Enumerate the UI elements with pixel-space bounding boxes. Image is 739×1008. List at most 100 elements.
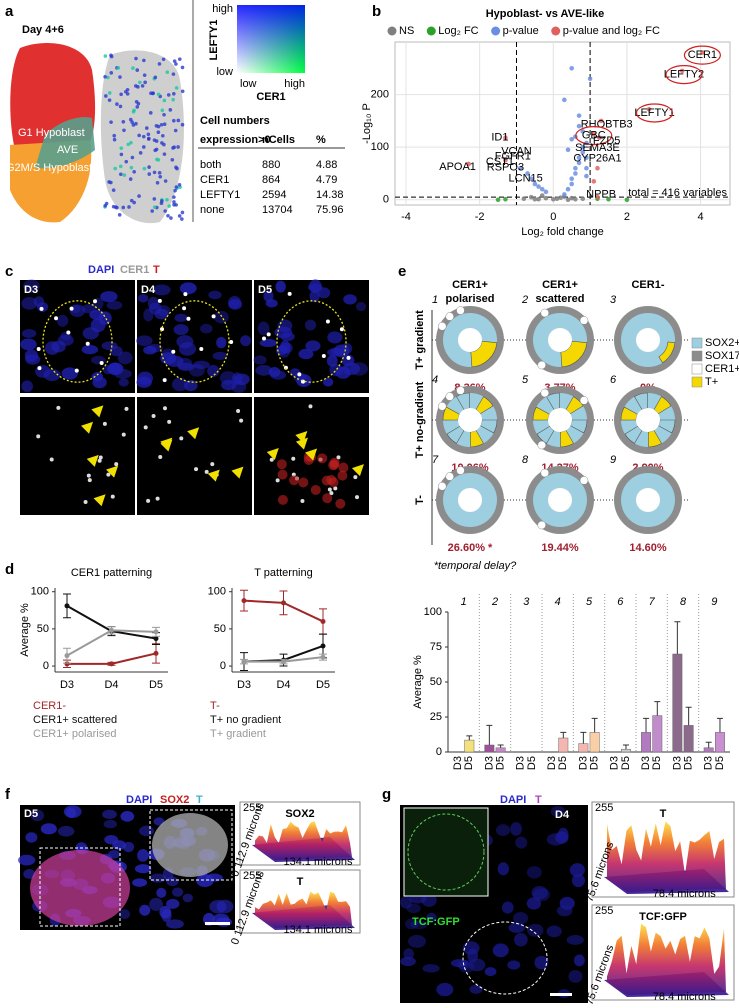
x-tick-label: D5 [149, 679, 163, 691]
y-tick-label: 0 [43, 660, 49, 672]
umap-dot [116, 66, 121, 70]
nucleus [149, 897, 163, 911]
nucleus [265, 299, 278, 308]
legend-label: CER1+ polarised [33, 728, 116, 740]
y-tick-label: 50 [37, 623, 49, 635]
umap-dot [119, 152, 124, 157]
umap-dot [155, 157, 159, 162]
gene-label: APOA1 [439, 161, 476, 173]
t-spot [335, 498, 346, 509]
umap-dot [130, 120, 134, 124]
nucleus [327, 348, 344, 357]
bar [464, 739, 475, 753]
nucleus [495, 824, 511, 837]
spot [346, 355, 351, 360]
umap-dot [124, 159, 129, 164]
lumen [636, 328, 660, 352]
cer1-spot [143, 425, 148, 430]
nucleus [569, 863, 585, 878]
t-spot [322, 493, 333, 504]
point [558, 195, 563, 200]
cell-number: 8 [522, 454, 529, 466]
cer1-cell [540, 388, 550, 398]
nucleus [274, 326, 293, 339]
lumen [636, 408, 660, 432]
x-tick-label: D3 [452, 756, 464, 770]
x-tick-label: D3 [483, 756, 495, 770]
umap-dot [131, 66, 135, 70]
umap-dot [174, 185, 179, 189]
umap-dot [171, 97, 175, 102]
nucleus [257, 321, 270, 336]
cer1-spot [336, 455, 341, 460]
gene-label: LCN15 [509, 173, 543, 185]
outline [42, 300, 113, 383]
cer1-cell [445, 312, 454, 321]
nucleus [400, 956, 416, 967]
nucleus [298, 348, 314, 360]
arrowhead [160, 439, 173, 452]
point [539, 193, 545, 198]
cer1-cell [537, 520, 547, 530]
umap-dot [150, 209, 154, 213]
bar [621, 748, 631, 753]
legend-marker [426, 26, 436, 36]
point [64, 661, 70, 667]
nucleus [143, 345, 157, 355]
legend-label: p-value and log₂ FC [563, 25, 660, 37]
nucleus [18, 854, 36, 866]
table-cell: 4.79 [316, 174, 337, 186]
cell-number: 1 [432, 294, 438, 306]
chart-title: T patterning [254, 567, 313, 579]
cer1-spot [98, 455, 103, 460]
nucleus [550, 806, 566, 818]
umap-dot [118, 104, 123, 109]
nucleus [103, 819, 118, 829]
key-label: high [284, 78, 305, 90]
bar [484, 744, 495, 753]
nucleus [408, 934, 426, 948]
bar [672, 653, 683, 753]
day-label: D5 [258, 284, 272, 296]
x-tick-label: D5 [620, 756, 632, 770]
umap-dot [135, 105, 140, 109]
gene-label: NPPB [586, 188, 616, 200]
nucleus [51, 340, 66, 353]
arrowhead [266, 447, 279, 460]
nucleus [259, 338, 278, 348]
chart-title: Hypoblast- vs AVE-like [486, 8, 605, 20]
cer1-cell [445, 472, 454, 481]
point [606, 196, 611, 202]
plot-area [394, 41, 731, 206]
table-cell: 864 [262, 174, 280, 186]
point [536, 196, 541, 202]
group-label: 3 [523, 596, 530, 608]
table-cell: CER1 [200, 174, 229, 186]
plot-title: T [660, 808, 667, 820]
stain: DAPI [88, 264, 114, 276]
umap-dot [143, 80, 147, 85]
umap-dot [129, 140, 133, 145]
umap-dot [176, 145, 180, 149]
nucleus [109, 362, 121, 374]
nucleus [171, 377, 188, 392]
gene-label: FGFR1 [495, 151, 531, 163]
x-tick-label: D5 [651, 756, 663, 770]
x-tick-label: D5 [589, 756, 601, 770]
group-label: 2 [491, 596, 498, 608]
row-header: T+ no-gradient [414, 381, 426, 458]
cell-percent: 14.60% [629, 542, 667, 554]
umap-dot [137, 133, 141, 138]
x-tick-label: D4 [276, 679, 290, 691]
nucleus [327, 331, 343, 344]
umap-dot [147, 165, 151, 169]
umap-dot [103, 54, 108, 58]
umap-dot [142, 166, 147, 171]
umap-dot [176, 118, 181, 123]
umap-dot [153, 75, 158, 80]
gene-label: LEFTY1 [634, 107, 674, 119]
cer1-cell [456, 386, 465, 395]
point [700, 50, 705, 55]
nucleus [176, 335, 194, 349]
umap-dot [173, 188, 177, 193]
